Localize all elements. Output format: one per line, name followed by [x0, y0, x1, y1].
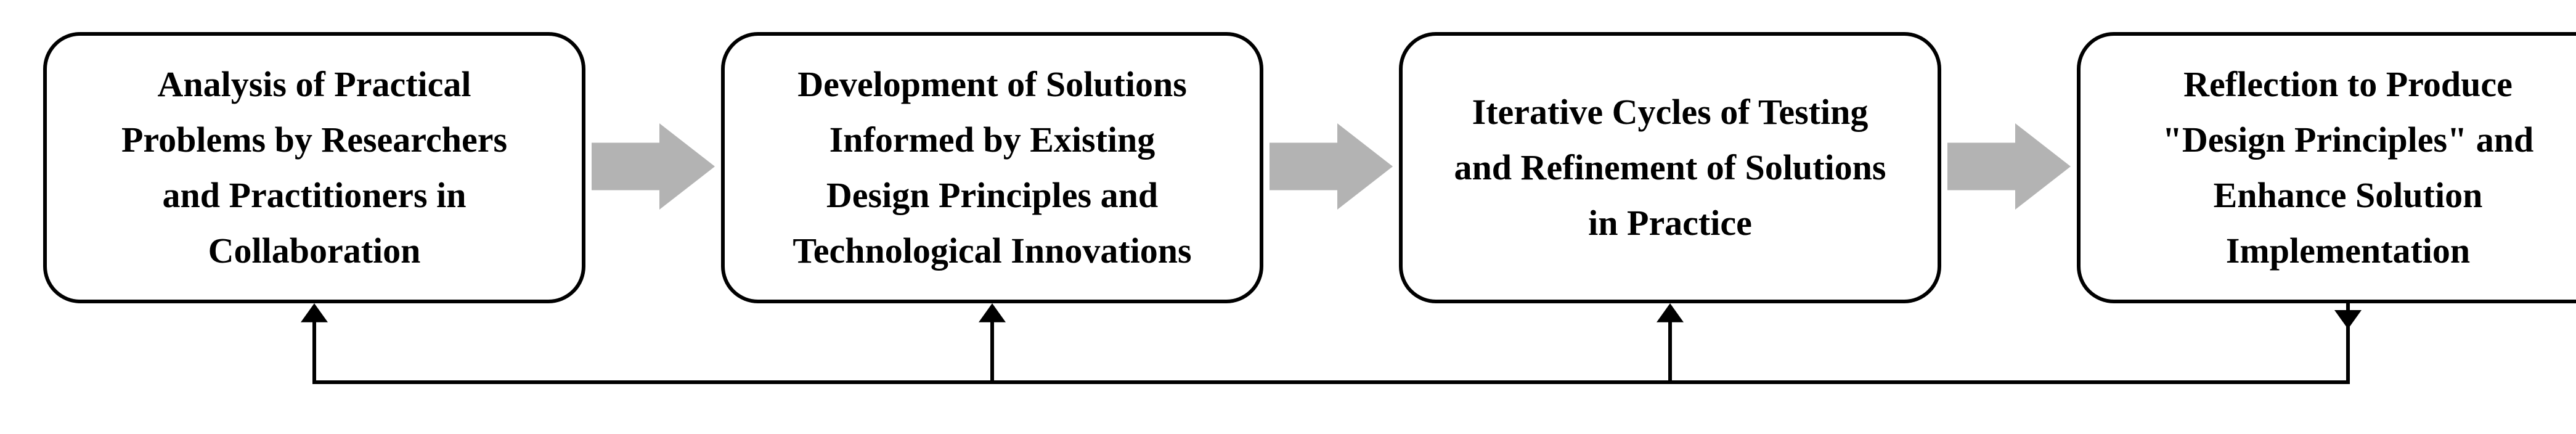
feedback-bus: [314, 303, 2348, 382]
forward-arrow: [1270, 123, 1393, 210]
process-node-1: Analysis of Practical Problems by Resear…: [43, 32, 585, 303]
process-node-2: Development of Solutions Informed by Exi…: [721, 32, 1263, 303]
process-node-3: Iterative Cycles of Testing and Refineme…: [1399, 32, 1941, 303]
process-node-label: Reflection to Produce "Design Principles…: [2162, 57, 2534, 279]
process-node-label: Development of Solutions Informed by Exi…: [793, 57, 1191, 279]
process-node-label: Iterative Cycles of Testing and Refineme…: [1454, 84, 1886, 251]
forward-arrow: [1947, 123, 2071, 210]
feedback-arrowhead-up: [1657, 303, 1684, 322]
feedback-arrowhead-up: [979, 303, 1006, 322]
feedback-arrowhead-down: [2334, 310, 2362, 329]
forward-arrow: [592, 123, 715, 210]
process-node-4: Reflection to Produce "Design Principles…: [2077, 32, 2576, 303]
flowchart-canvas: Analysis of Practical Problems by Resear…: [0, 0, 2576, 434]
feedback-arrowhead-up: [301, 303, 328, 322]
process-node-label: Analysis of Practical Problems by Resear…: [121, 57, 507, 279]
